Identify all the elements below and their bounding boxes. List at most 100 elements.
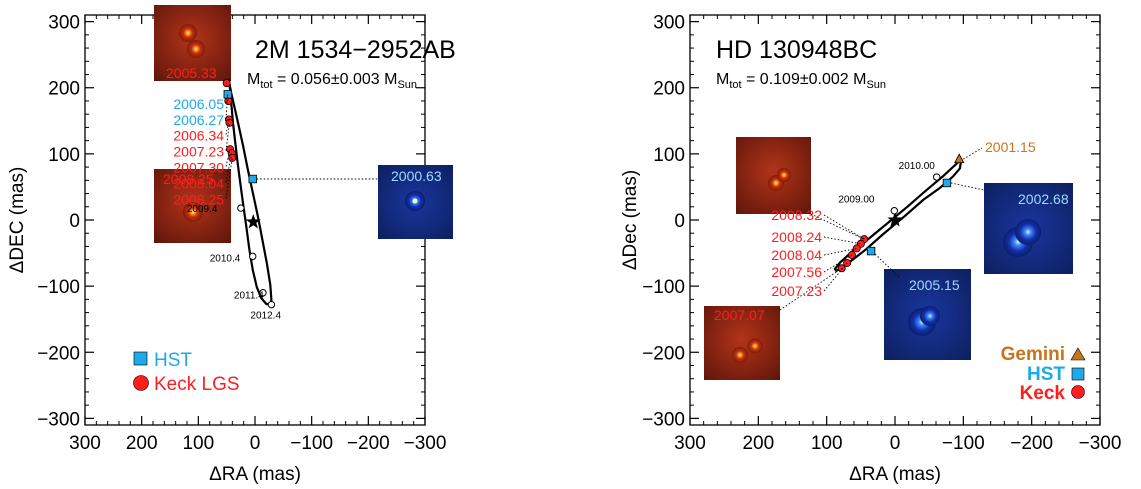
epoch-leader-line bbox=[823, 236, 861, 245]
axis-ticks: 300 200 100 0 −100 −200 −300 −300 −200 −100 0 100 20… bbox=[642, 13, 1121, 454]
data-point-hst bbox=[248, 174, 257, 184]
orbit-fit-line bbox=[227, 78, 273, 306]
y-tick-label: 100 bbox=[653, 145, 685, 166]
epoch-leader-line bbox=[225, 122, 230, 151]
y-tick-label: 300 bbox=[48, 13, 80, 34]
epoch-label: 2007.23 bbox=[173, 144, 224, 160]
data-point-gemini bbox=[954, 153, 965, 164]
epoch-label: 2007.56 bbox=[771, 264, 822, 280]
x-tick-label: 200 bbox=[126, 433, 158, 454]
epoch-leader-line bbox=[823, 214, 865, 240]
inset-epoch-label: 2000.63 bbox=[391, 168, 442, 184]
inset-epoch-label: 2002.68 bbox=[1018, 191, 1069, 207]
x-tick-label: −300 bbox=[1079, 433, 1122, 454]
x-tick-label: 0 bbox=[250, 433, 261, 454]
predicted-epoch-marker bbox=[259, 289, 267, 297]
y-tick-label: 0 bbox=[69, 211, 80, 232]
legend-hst-marker bbox=[133, 351, 148, 366]
plot-area: 2010.00 2009.00 2008.32 2008.24 2008.042007.… bbox=[771, 139, 1036, 311]
epoch-label: 2006.34 bbox=[173, 128, 224, 144]
hst-image-inset-2002: 2002.68 bbox=[984, 183, 1073, 274]
total-mass-label: Mtot = 0.056±0.003 MSun bbox=[247, 71, 417, 91]
x-axis-label: ΔRA (mas) bbox=[849, 464, 941, 485]
legend-keck-marker bbox=[1071, 385, 1085, 399]
y-tick-label: −300 bbox=[37, 409, 80, 430]
center-of-mass-star bbox=[887, 212, 903, 227]
orbit-fit-line bbox=[833, 158, 963, 272]
legend-keck-marker bbox=[133, 375, 149, 391]
data-point-keck bbox=[847, 251, 856, 260]
legend-keck-label: Keck LGS bbox=[154, 374, 240, 395]
axis-ticks: 300 200 100 0 −100 −200 −300 −300 −200 −100 0 100 20… bbox=[37, 13, 446, 454]
y-tick-label: 100 bbox=[48, 145, 80, 166]
legend-hst-label: HST bbox=[154, 350, 192, 371]
epoch-label: 2008.24 bbox=[771, 229, 822, 245]
data-point-keck bbox=[852, 244, 861, 253]
keck-image-inset-top bbox=[736, 137, 811, 214]
legend-gemini-label: Gemini bbox=[1001, 344, 1065, 365]
epoch-leader-line bbox=[225, 149, 231, 167]
y-tick-label: −100 bbox=[37, 277, 80, 298]
y-tick-label: 200 bbox=[653, 79, 685, 100]
epoch-leader-line bbox=[225, 83, 228, 88]
inset-epoch-label: 2008.25 bbox=[163, 171, 214, 187]
x-tick-label: 200 bbox=[742, 433, 774, 454]
epoch-leader-line bbox=[823, 262, 848, 292]
x-tick-label: 0 bbox=[890, 433, 901, 454]
data-point-keck-lgs bbox=[228, 153, 237, 162]
keck-image-inset-bottom: 2007.07 bbox=[704, 306, 780, 380]
x-axis-label: ΔRA (mas) bbox=[209, 464, 301, 485]
x-tick-label: −200 bbox=[1010, 433, 1053, 454]
predicted-epoch-label: 2009.00 bbox=[838, 195, 875, 206]
inset-epoch-label: 2005.15 bbox=[909, 277, 960, 293]
inset-epoch-label: 2007.07 bbox=[714, 307, 765, 323]
epoch-label: 2008.25 bbox=[173, 191, 224, 207]
predicted-epoch-label: 2010.4 bbox=[210, 253, 241, 264]
epoch-leader-line bbox=[950, 182, 985, 191]
legend-keck-label: Keck bbox=[1020, 383, 1066, 404]
epoch-label: 2007.30 bbox=[173, 160, 224, 176]
total-mass-label: Mtot = 0.109±0.002 MSun bbox=[716, 71, 886, 91]
epoch-leader-line bbox=[810, 213, 865, 240]
keck-image-inset-bottom: 2008.25 bbox=[154, 169, 231, 243]
epoch-leader-line bbox=[225, 94, 229, 103]
x-tick-label: −200 bbox=[347, 433, 390, 454]
epoch-label: 2001.15 bbox=[985, 139, 1036, 155]
x-tick-label: 300 bbox=[674, 433, 706, 454]
keck-image-inset-top: 2005.33 bbox=[154, 5, 231, 81]
y-tick-label: 200 bbox=[48, 79, 80, 100]
plot-area: 2009.42010.42011.42012.42006.052006.2720… bbox=[173, 78, 378, 322]
inset-epoch-label: 2005.33 bbox=[166, 65, 217, 81]
y-tick-label: −200 bbox=[37, 343, 80, 364]
epoch-label: 2008.04 bbox=[771, 247, 822, 263]
x-tick-label: −300 bbox=[404, 433, 447, 454]
center-of-mass-star bbox=[245, 214, 261, 229]
x-tick-label: −100 bbox=[942, 433, 985, 454]
epoch-leader-line bbox=[225, 94, 229, 119]
x-tick-label: 100 bbox=[182, 433, 214, 454]
legend-hst-marker bbox=[1071, 367, 1085, 381]
predicted-epoch-marker bbox=[249, 252, 257, 261]
predicted-epoch-marker bbox=[237, 204, 245, 212]
y-tick-label: 0 bbox=[674, 211, 685, 232]
x-tick-label: −100 bbox=[290, 433, 333, 454]
y-axis-label: ΔDec (mas) bbox=[620, 170, 641, 270]
legend-gemini-marker bbox=[1070, 347, 1086, 361]
predicted-epoch-label: 2011.4 bbox=[234, 291, 264, 302]
panel-hd130948: 300 200 100 0 −100 −200 −300 −300 −200 −100 0 100 20… bbox=[620, 13, 1121, 485]
epoch-leader-line bbox=[874, 253, 901, 279]
predicted-epoch-label: 2012.4 bbox=[250, 311, 281, 322]
y-axis-label: ΔDEC (mas) bbox=[7, 167, 28, 274]
predicted-epoch-label: 2010.00 bbox=[899, 161, 936, 172]
panel-2m1534: 300 200 100 0 −100 −200 −300 −300 −200 −100 0 100 20… bbox=[7, 5, 456, 485]
y-tick-label: −200 bbox=[642, 343, 685, 364]
epoch-leader-line bbox=[963, 147, 983, 160]
x-tick-label: 300 bbox=[69, 433, 101, 454]
epoch-label: 2008.32 bbox=[771, 207, 822, 223]
predicted-epoch-marker bbox=[890, 207, 899, 215]
hst-image-inset: 2000.63 bbox=[378, 165, 453, 239]
predicted-epoch-marker bbox=[267, 300, 276, 309]
y-tick-label: −300 bbox=[642, 409, 685, 430]
panel-title: 2M 1534−2952AB bbox=[255, 36, 456, 64]
